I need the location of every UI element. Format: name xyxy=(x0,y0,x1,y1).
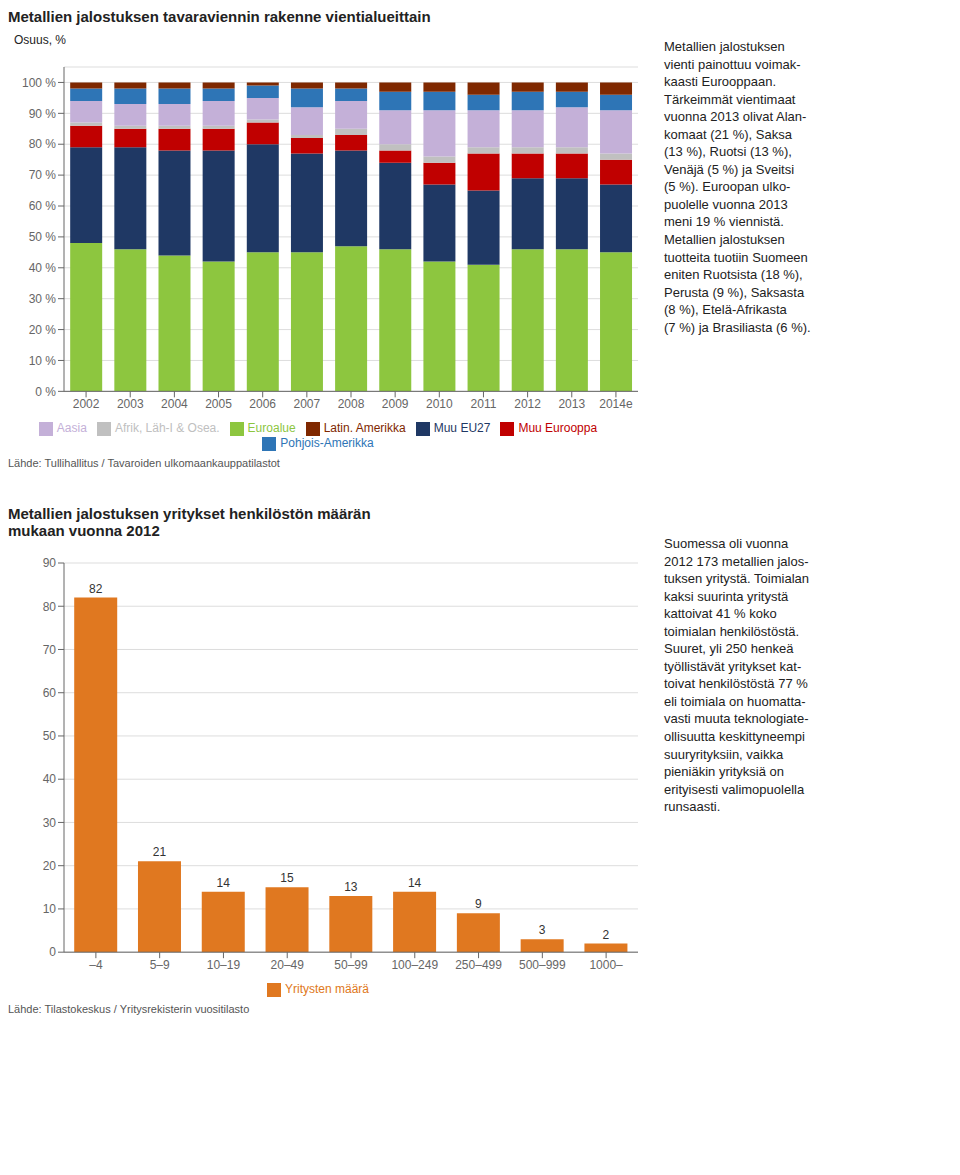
svg-text:40: 40 xyxy=(43,772,57,786)
svg-text:20–49: 20–49 xyxy=(271,958,305,972)
svg-text:60 %: 60 % xyxy=(29,199,57,213)
svg-text:70 %: 70 % xyxy=(29,168,57,182)
svg-text:80: 80 xyxy=(43,600,57,614)
svg-text:2014e: 2014e xyxy=(599,397,633,411)
svg-text:2009: 2009 xyxy=(382,397,409,411)
html-text:Lähde: Tilastokeskus / Yritysr: Lähde: Tilastokeskus / Yritysrekisterin … xyxy=(8,1003,250,1015)
html-text:Metallien jalostuksen vienti p: Metallien jalostuksen vienti painottuu v… xyxy=(664,39,811,335)
html-text:Muu EU27: Muu EU27 xyxy=(433,421,491,436)
svg-text:100–249: 100–249 xyxy=(391,958,438,972)
svg-text:9: 9 xyxy=(475,897,482,911)
svg-text:70: 70 xyxy=(43,643,57,657)
html-text:Metallien jalostuksen tavaravi: Metallien jalostuksen tavaraviennin rake… xyxy=(8,8,431,25)
svg-text:1000–: 1000– xyxy=(589,958,623,972)
html-text:Muu Eurooppa: Muu Eurooppa xyxy=(518,421,598,436)
svg-text:–4: –4 xyxy=(89,958,103,972)
html-text:Aasia: Aasia xyxy=(56,421,87,436)
svg-text:3: 3 xyxy=(539,923,546,937)
svg-text:100 %: 100 % xyxy=(22,76,56,90)
svg-text:0: 0 xyxy=(49,945,56,959)
svg-text:2012: 2012 xyxy=(514,397,541,411)
svg-text:2006: 2006 xyxy=(249,397,276,411)
svg-text:80 %: 80 % xyxy=(29,137,57,151)
svg-text:2010: 2010 xyxy=(426,397,453,411)
svg-text:90: 90 xyxy=(43,556,57,570)
svg-text:14: 14 xyxy=(408,876,422,890)
html-text:Euroalue: Euroalue xyxy=(247,421,296,436)
svg-text:2004: 2004 xyxy=(161,397,188,411)
html-text:Lähde: Tullihallitus / Tavaroi: Lähde: Tullihallitus / Tavaroiden ulkoma… xyxy=(8,457,280,469)
svg-text:10–19: 10–19 xyxy=(207,958,241,972)
svg-text:50 %: 50 % xyxy=(29,230,57,244)
svg-text:2002: 2002 xyxy=(73,397,100,411)
html-text:Latin. Amerikka: Latin. Amerikka xyxy=(323,421,406,436)
html-text:Osuus, %: Osuus, % xyxy=(14,33,66,47)
html-text:Suomessa oli vuonna 2012 173 m: Suomessa oli vuonna 2012 173 metallien j… xyxy=(664,536,809,815)
svg-text:2008: 2008 xyxy=(338,397,365,411)
html-text:Pohjois-Amerikka: Pohjois-Amerikka xyxy=(280,436,374,451)
svg-text:2003: 2003 xyxy=(117,397,144,411)
svg-text:2011: 2011 xyxy=(471,397,497,411)
svg-text:60: 60 xyxy=(43,686,57,700)
svg-text:10 %: 10 % xyxy=(29,354,57,368)
svg-text:90 %: 90 % xyxy=(29,107,57,121)
svg-text:82: 82 xyxy=(89,582,103,596)
svg-text:2007: 2007 xyxy=(293,397,320,411)
html-text:Metallien jalostuksen yritykse: Metallien jalostuksen yritykset henkilös… xyxy=(8,505,371,539)
html-text:Afrik, Läh-I & Osea.: Afrik, Läh-I & Osea. xyxy=(114,421,220,436)
svg-text:40 %: 40 % xyxy=(29,261,57,275)
svg-text:5–9: 5–9 xyxy=(150,958,170,972)
svg-text:13: 13 xyxy=(344,880,358,894)
svg-text:50: 50 xyxy=(43,729,57,743)
svg-text:2013: 2013 xyxy=(558,397,585,411)
svg-text:20 %: 20 % xyxy=(29,323,57,337)
svg-text:21: 21 xyxy=(153,845,167,859)
svg-text:2: 2 xyxy=(603,928,610,942)
svg-text:50–99: 50–99 xyxy=(334,958,368,972)
svg-text:14: 14 xyxy=(217,876,231,890)
svg-text:10: 10 xyxy=(43,902,57,916)
html-text:Yritysten määrä: Yritysten määrä xyxy=(285,982,369,997)
svg-text:250–499: 250–499 xyxy=(455,958,502,972)
svg-text:20: 20 xyxy=(43,859,57,873)
svg-text:30: 30 xyxy=(43,816,57,830)
svg-text:15: 15 xyxy=(280,871,294,885)
svg-text:2005: 2005 xyxy=(205,397,232,411)
svg-text:0 %: 0 % xyxy=(35,385,56,399)
svg-text:30 %: 30 % xyxy=(29,292,57,306)
svg-text:500–999: 500–999 xyxy=(519,958,566,972)
